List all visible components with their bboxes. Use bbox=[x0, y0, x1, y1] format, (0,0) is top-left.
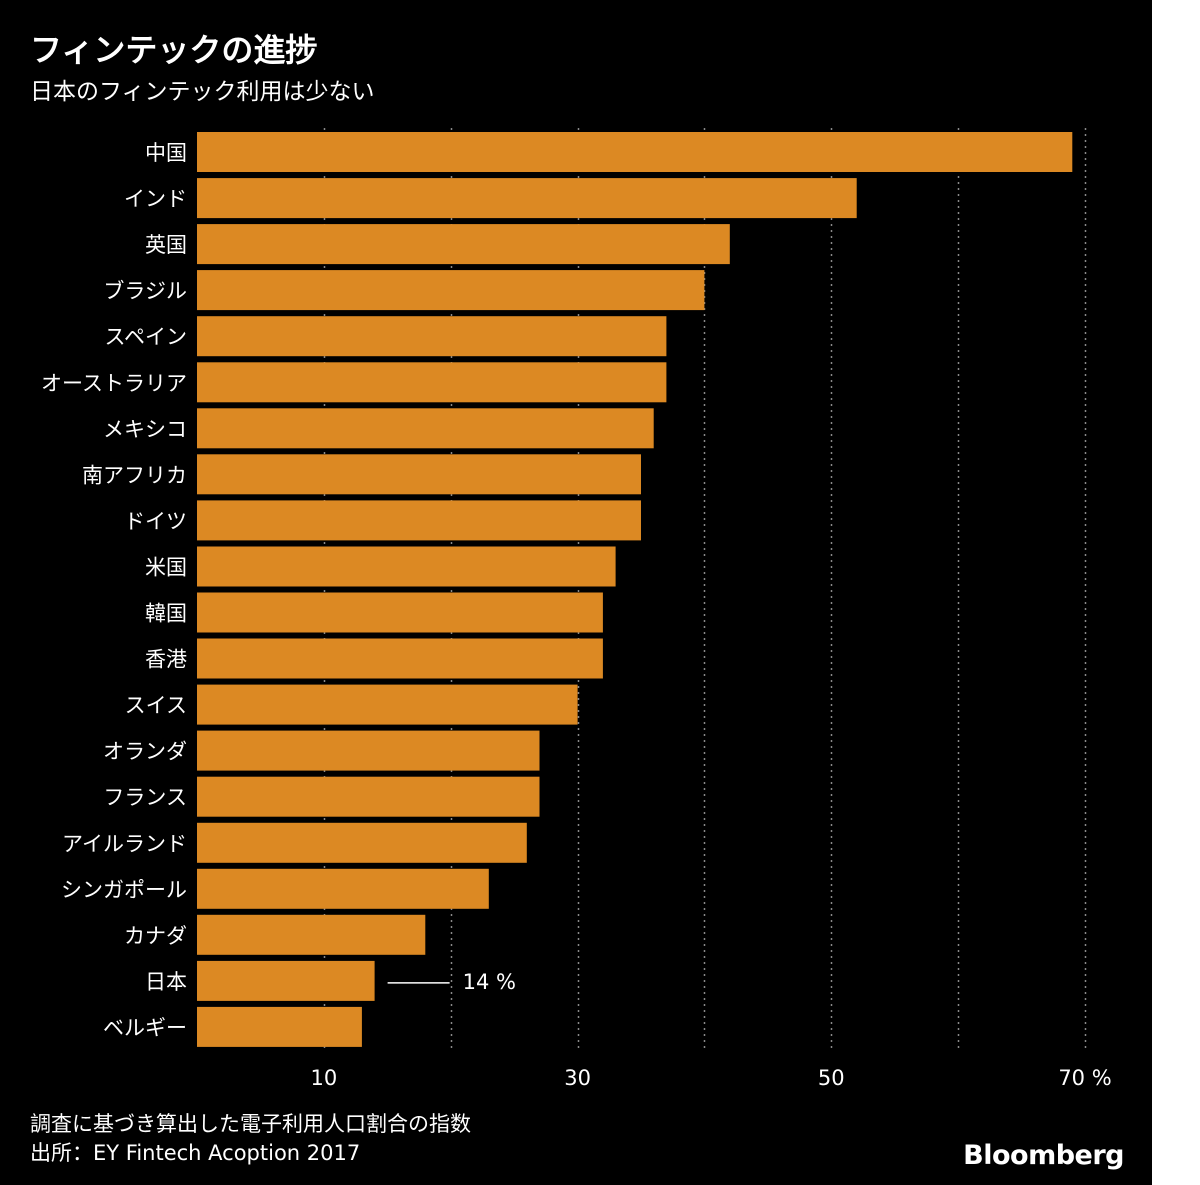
category-label: メキシコ bbox=[103, 417, 187, 441]
bar bbox=[197, 868, 489, 909]
bar bbox=[197, 178, 857, 219]
bar bbox=[197, 224, 730, 265]
bar bbox=[197, 1006, 362, 1047]
category-label: ドイツ bbox=[124, 509, 187, 533]
bar bbox=[197, 316, 667, 357]
bar bbox=[197, 270, 705, 311]
category-label: 中国 bbox=[145, 141, 187, 165]
category-label: 英国 bbox=[145, 233, 187, 257]
category-label: スペイン bbox=[104, 325, 187, 349]
category-label: オランダ bbox=[103, 740, 187, 764]
chart-canvas: フィンテックの進捗 日本のフィンテック利用は少ない 中国インド英国ブラジルスペイ… bbox=[0, 0, 1152, 1185]
category-label: 米国 bbox=[145, 556, 187, 580]
bar-chart: 中国インド英国ブラジルスペインオーストラリアメキシコ南アフリカドイツ米国韓国香港… bbox=[41, 128, 1112, 1090]
bar bbox=[197, 730, 540, 771]
bloomberg-logo: Bloomberg bbox=[963, 1140, 1124, 1171]
bar bbox=[197, 960, 375, 1001]
bar bbox=[197, 684, 578, 725]
source-note: 出所：EY Fintech Acoption 2017 bbox=[30, 1141, 361, 1165]
bar bbox=[197, 362, 667, 403]
x-tick-label: 50 bbox=[818, 1066, 845, 1090]
category-label: 香港 bbox=[145, 648, 187, 672]
bar bbox=[197, 546, 616, 587]
category-label: ベルギー bbox=[103, 1016, 187, 1040]
chart-subtitle: 日本のフィンテック利用は少ない bbox=[30, 79, 375, 105]
chart-title: フィンテックの進捗 bbox=[30, 31, 318, 69]
bar bbox=[197, 132, 1073, 172]
category-label: オーストラリア bbox=[41, 371, 187, 395]
bar bbox=[197, 592, 603, 633]
category-label: アイルランド bbox=[62, 832, 187, 856]
bar bbox=[197, 454, 641, 495]
category-label: ブラジル bbox=[103, 279, 187, 303]
x-tick-label: 10 bbox=[310, 1066, 337, 1090]
category-label: スイス bbox=[125, 694, 187, 718]
footnote: 調査に基づき算出した電子利用人口割合の指数 bbox=[30, 1112, 471, 1136]
bar bbox=[197, 776, 540, 817]
category-label: 日本 bbox=[145, 970, 187, 994]
bar bbox=[197, 500, 641, 541]
category-label: インド bbox=[124, 187, 187, 211]
bar bbox=[197, 914, 426, 955]
category-label: カナダ bbox=[124, 924, 187, 948]
category-label: 南アフリカ bbox=[82, 463, 187, 487]
bar bbox=[197, 638, 603, 679]
annotation-label: 14 % bbox=[463, 970, 516, 994]
x-tick-label: 30 bbox=[564, 1066, 591, 1090]
category-label: フランス bbox=[103, 786, 187, 810]
category-label: 韓国 bbox=[145, 602, 187, 626]
category-label: シンガポール bbox=[61, 878, 187, 902]
bar bbox=[197, 408, 654, 449]
bar bbox=[197, 822, 527, 863]
x-tick-label: 70 % bbox=[1058, 1066, 1111, 1090]
